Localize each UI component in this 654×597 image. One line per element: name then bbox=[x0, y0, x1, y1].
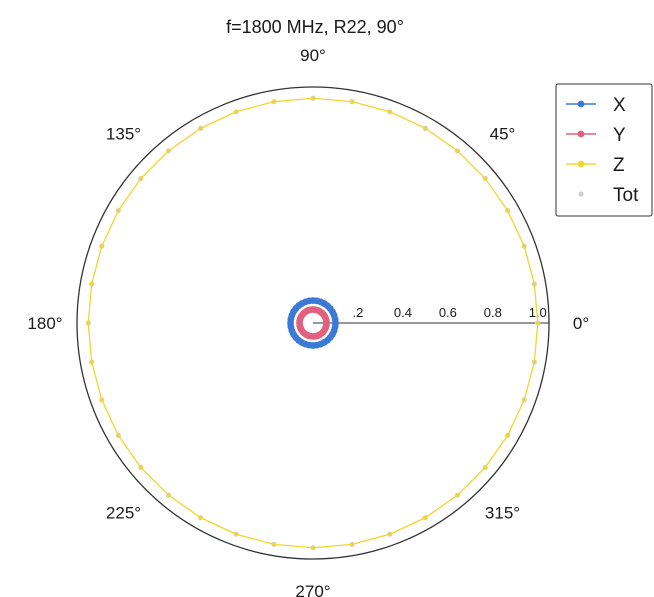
chart-title: f=1800 MHz, R22, 90° bbox=[226, 17, 404, 37]
series-y bbox=[296, 306, 330, 340]
data-point bbox=[455, 149, 460, 153]
series-x bbox=[287, 297, 339, 349]
data-point bbox=[166, 493, 171, 497]
data-point bbox=[116, 433, 121, 438]
data-point bbox=[116, 208, 121, 213]
series-layer bbox=[85, 95, 541, 551]
data-point bbox=[198, 515, 203, 520]
angle-labels: 90° 135° 45° 180° 0° 225° 315° 270° bbox=[27, 46, 589, 597]
data-point bbox=[234, 532, 238, 537]
data-point bbox=[198, 126, 203, 131]
radial-tick-label: 1.0 bbox=[529, 305, 547, 320]
legend-label: Tot bbox=[613, 185, 639, 206]
angle-tick-label: 225° bbox=[106, 504, 141, 523]
legend-label: Y bbox=[613, 125, 626, 146]
data-point bbox=[139, 176, 143, 181]
angle-tick-label: 135° bbox=[106, 124, 141, 143]
data-point bbox=[272, 99, 276, 104]
legend-marker bbox=[577, 160, 585, 168]
legend-item-x: X bbox=[566, 95, 626, 116]
radial-tick-label: 0.4 bbox=[394, 305, 412, 320]
legend-item-y: Y bbox=[566, 125, 626, 146]
data-point bbox=[388, 109, 392, 114]
data-point bbox=[532, 360, 537, 364]
series-z bbox=[86, 96, 540, 550]
radial-tick-label: .2 bbox=[353, 305, 364, 320]
data-point bbox=[323, 319, 330, 327]
data-point bbox=[332, 319, 339, 327]
data-point bbox=[86, 321, 91, 325]
data-point bbox=[522, 398, 527, 402]
data-point bbox=[532, 282, 537, 286]
data-point bbox=[311, 96, 315, 101]
data-point bbox=[350, 99, 354, 104]
angle-tick-label: 90° bbox=[300, 46, 326, 65]
data-point bbox=[272, 542, 276, 547]
legend-label: Z bbox=[613, 155, 625, 176]
legend-marker bbox=[578, 191, 584, 197]
angle-tick-label: 270° bbox=[295, 582, 330, 597]
data-point bbox=[522, 244, 527, 248]
legend-item-z: Z bbox=[566, 155, 625, 176]
data-point bbox=[350, 542, 354, 547]
data-point bbox=[483, 176, 487, 181]
legend: XYZ Tot bbox=[555, 83, 653, 217]
legend-marker bbox=[577, 130, 585, 138]
legend-box bbox=[555, 83, 653, 217]
data-point bbox=[99, 398, 104, 402]
legend-item-tot: Tot bbox=[578, 185, 639, 206]
legend-marker bbox=[577, 100, 585, 108]
radial-axis: .2 0.4 0.6 0.8 1.0 bbox=[313, 305, 549, 324]
data-point bbox=[423, 126, 428, 131]
angle-tick-label: 0° bbox=[573, 314, 589, 333]
data-point bbox=[505, 433, 510, 438]
data-point bbox=[535, 321, 540, 325]
data-point bbox=[423, 515, 428, 520]
angle-tick-label: 45° bbox=[490, 124, 516, 143]
radial-tick-label: 0.6 bbox=[439, 305, 457, 320]
angle-tick-label: 315° bbox=[485, 504, 520, 523]
data-point bbox=[89, 282, 94, 286]
data-point bbox=[166, 149, 171, 153]
radial-tick-label: 0.8 bbox=[484, 305, 502, 320]
data-point bbox=[99, 244, 104, 248]
data-point bbox=[483, 465, 487, 470]
data-point bbox=[89, 360, 94, 364]
data-point bbox=[388, 532, 392, 537]
angle-tick-label: 180° bbox=[27, 314, 62, 333]
legend-label: X bbox=[613, 95, 626, 116]
data-point bbox=[139, 465, 143, 470]
data-point bbox=[311, 545, 315, 550]
data-point bbox=[505, 208, 510, 213]
data-point bbox=[455, 493, 460, 497]
data-point bbox=[234, 109, 238, 114]
